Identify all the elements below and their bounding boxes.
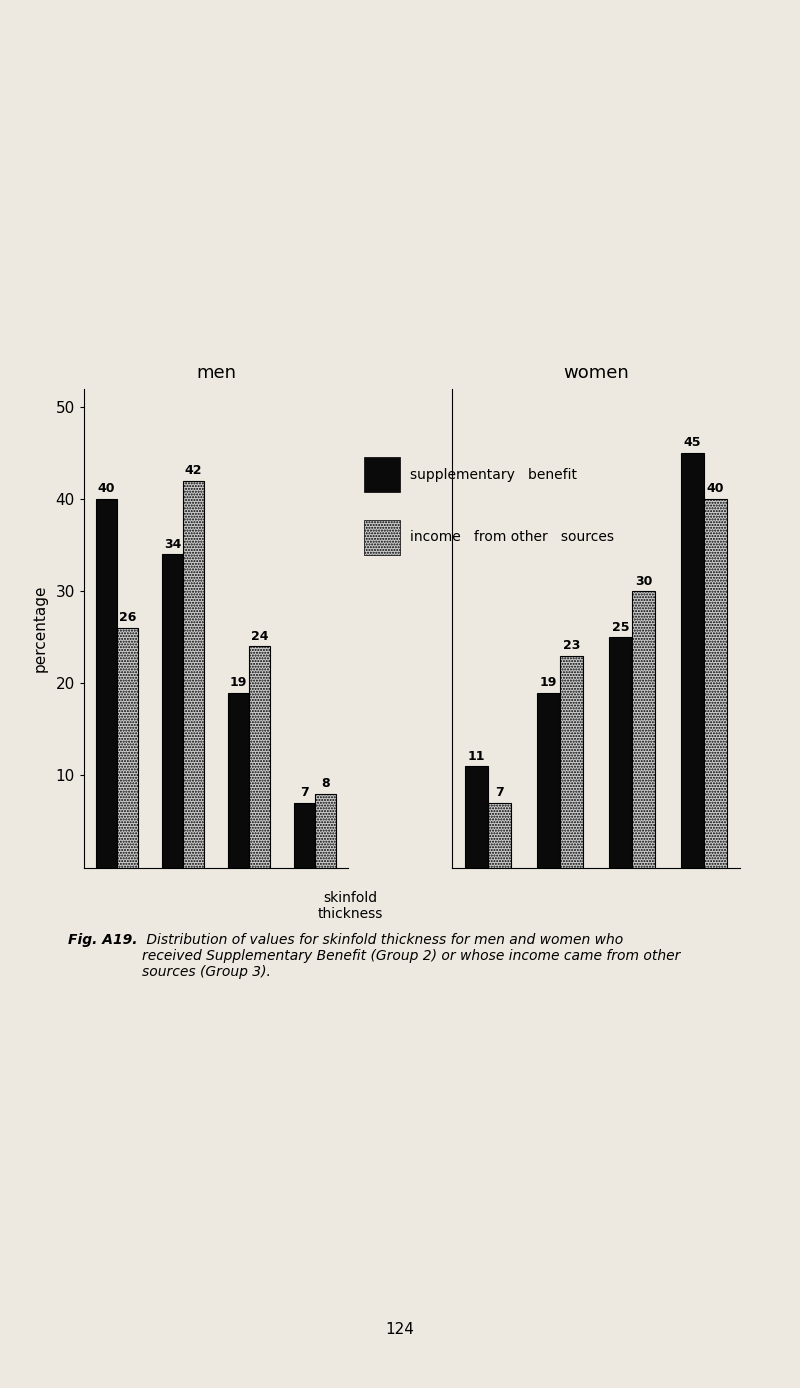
Bar <box>315 794 336 868</box>
Bar <box>465 766 488 868</box>
Bar <box>537 693 560 868</box>
Bar <box>294 804 315 868</box>
Text: 124: 124 <box>386 1323 414 1337</box>
Bar <box>704 500 727 868</box>
Text: supplementary   benefit: supplementary benefit <box>410 468 577 482</box>
Bar <box>609 637 632 868</box>
Text: 7: 7 <box>300 787 309 799</box>
Title: men: men <box>196 364 236 382</box>
Text: 34: 34 <box>164 537 181 551</box>
Bar <box>183 480 204 868</box>
Bar <box>162 554 183 868</box>
Bar <box>117 627 138 868</box>
Text: 30: 30 <box>634 575 652 587</box>
Text: 42: 42 <box>185 464 202 477</box>
Text: 19: 19 <box>230 676 247 688</box>
Text: income   from other   sources: income from other sources <box>410 530 614 544</box>
Text: 7: 7 <box>495 787 504 799</box>
Text: 40: 40 <box>98 483 115 496</box>
Bar <box>681 452 704 868</box>
Bar <box>249 647 270 868</box>
Text: 26: 26 <box>119 611 136 625</box>
Bar <box>228 693 249 868</box>
Bar <box>488 804 511 868</box>
Y-axis label: percentage: percentage <box>32 584 47 672</box>
Text: 8: 8 <box>321 777 330 790</box>
Text: 11: 11 <box>468 750 486 762</box>
Text: 45: 45 <box>684 436 701 450</box>
Text: Fig. A19.: Fig. A19. <box>68 933 138 947</box>
Text: 23: 23 <box>563 638 580 652</box>
Title: women: women <box>563 364 629 382</box>
Bar <box>96 500 117 868</box>
Text: skinfold
thickness: skinfold thickness <box>318 891 383 922</box>
Bar <box>632 591 655 868</box>
Bar <box>560 655 583 868</box>
Text: 25: 25 <box>612 620 630 633</box>
Text: Distribution of values for skinfold thickness for men and women who
received Sup: Distribution of values for skinfold thic… <box>142 933 680 979</box>
Text: 40: 40 <box>706 483 724 496</box>
Text: 19: 19 <box>540 676 558 688</box>
Text: 24: 24 <box>250 630 268 643</box>
